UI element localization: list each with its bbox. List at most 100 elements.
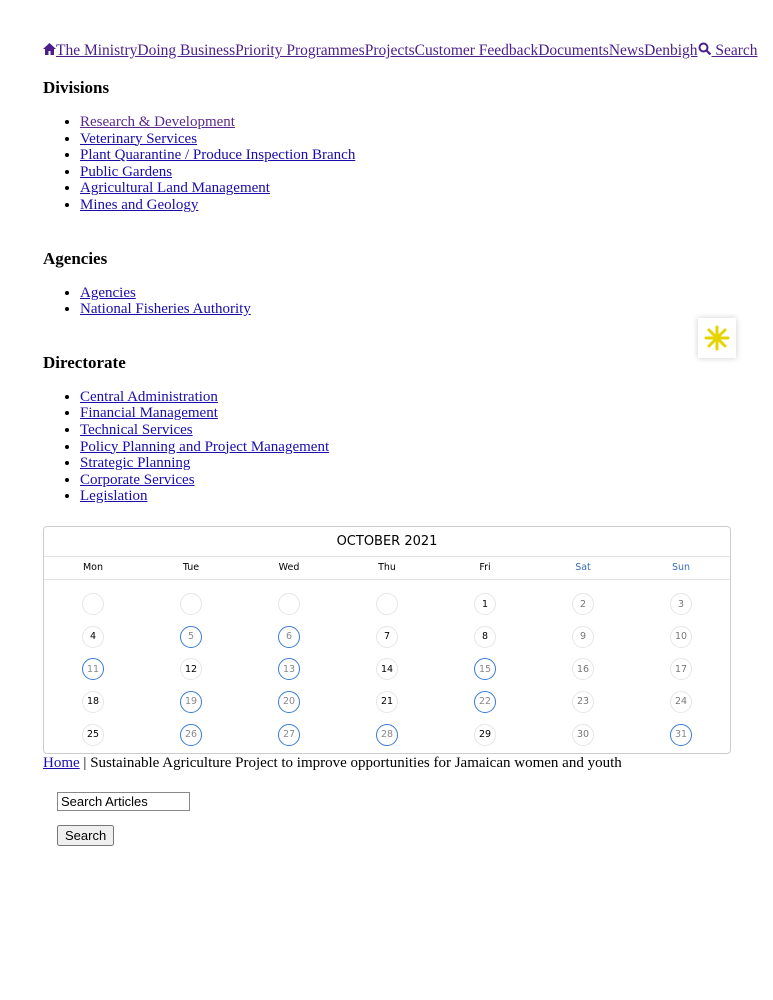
section-link[interactable]: Central Administration bbox=[80, 388, 218, 405]
day[interactable]: 30 bbox=[572, 723, 594, 746]
day[interactable]: 2 bbox=[572, 593, 594, 616]
weekday-row: Mon Tue Wed Thu Fri Sat Sun bbox=[44, 557, 730, 580]
day-cell: 5 bbox=[142, 621, 240, 654]
day-cell: 15 bbox=[436, 653, 534, 686]
section-link[interactable]: Public Gardens bbox=[80, 163, 173, 180]
day-cell: 27 bbox=[240, 718, 338, 751]
day[interactable]: 28 bbox=[376, 723, 398, 746]
day[interactable]: 22 bbox=[474, 690, 496, 713]
day[interactable]: 13 bbox=[278, 658, 300, 681]
section-link[interactable]: Financial Management bbox=[80, 405, 218, 422]
day-cell: 3 bbox=[632, 588, 730, 621]
section-link[interactable]: Technical Services bbox=[80, 421, 193, 438]
nav-link[interactable]: News bbox=[608, 42, 645, 59]
list-item: Policy Planning and Project Management bbox=[80, 439, 731, 456]
day[interactable]: 4 bbox=[82, 625, 104, 648]
section-link[interactable]: Agencies bbox=[80, 284, 136, 301]
day-cell: 21 bbox=[338, 686, 436, 719]
section-list: Central AdministrationFinancial Manageme… bbox=[43, 389, 731, 505]
nav-link[interactable]: Doing Business bbox=[137, 42, 236, 59]
section-link[interactable]: Plant Quarantine / Produce Inspection Br… bbox=[80, 147, 356, 164]
section-link[interactable]: Research & Development bbox=[80, 114, 235, 130]
day-cell: 29 bbox=[436, 718, 534, 751]
day-cell: 24 bbox=[632, 686, 730, 719]
day-cell: 30 bbox=[534, 718, 632, 751]
day[interactable]: 6 bbox=[278, 625, 300, 648]
section-list: AgenciesNational Fisheries Authority bbox=[43, 285, 731, 318]
section-link[interactable]: Mines and Geology bbox=[80, 196, 199, 213]
sections: Divisions Research & DevelopmentVeterinar… bbox=[43, 78, 731, 505]
weekday: Sun bbox=[671, 561, 691, 573]
day[interactable]: 16 bbox=[572, 658, 594, 681]
section-link[interactable]: Agricultural Land Management bbox=[80, 180, 270, 197]
day[interactable]: 10 bbox=[670, 625, 692, 648]
breadcrumb-home[interactable]: Home bbox=[43, 754, 80, 771]
search-form: Search bbox=[57, 791, 731, 846]
day[interactable]: 5 bbox=[180, 625, 202, 648]
nav-link[interactable]: Projects bbox=[364, 42, 415, 59]
section-link[interactable]: Policy Planning and Project Management bbox=[80, 438, 330, 455]
nav-link[interactable]: Documents bbox=[538, 42, 609, 59]
list-item: National Fisheries Authority bbox=[80, 301, 731, 318]
list-item: Agencies bbox=[80, 285, 731, 302]
section-link[interactable]: Strategic Planning bbox=[80, 455, 191, 472]
nav-link[interactable]: Priority Programmes bbox=[235, 42, 365, 59]
search-input[interactable] bbox=[57, 791, 190, 811]
day-cell: 11 bbox=[44, 653, 142, 686]
nav-link[interactable]: Customer Feedback bbox=[414, 42, 539, 59]
content: Divisions Research & DevelopmentVeterinar… bbox=[43, 78, 731, 846]
day[interactable]: 24 bbox=[670, 690, 692, 713]
day-cell: 10 bbox=[632, 621, 730, 654]
day-cell bbox=[142, 588, 240, 621]
day[interactable]: 20 bbox=[278, 690, 300, 713]
calendar-title: OCTOBER 2021 bbox=[44, 527, 730, 557]
weekday: Fri bbox=[479, 561, 491, 573]
day[interactable]: 3 bbox=[670, 593, 692, 616]
day[interactable]: 18 bbox=[82, 690, 104, 713]
day-cell: 8 bbox=[436, 621, 534, 654]
day[interactable]: 1 bbox=[474, 593, 496, 616]
day[interactable]: 29 bbox=[474, 723, 496, 746]
list-item: Research & Development bbox=[80, 114, 731, 131]
section-list: Research & DevelopmentVeterinary Service… bbox=[43, 114, 731, 214]
nav-link[interactable]: The Ministry bbox=[56, 42, 138, 59]
day[interactable]: 26 bbox=[180, 723, 202, 746]
day-cell: 4 bbox=[44, 621, 142, 654]
day-cell: 12 bbox=[142, 653, 240, 686]
day[interactable]: 7 bbox=[376, 625, 398, 648]
day[interactable]: 8 bbox=[474, 625, 496, 648]
day[interactable]: 21 bbox=[376, 690, 398, 713]
day[interactable]: 25 bbox=[82, 723, 104, 746]
day[interactable]: 17 bbox=[670, 658, 692, 681]
home-icon bbox=[43, 42, 56, 59]
list-item: Central Administration bbox=[80, 389, 731, 406]
day[interactable]: 14 bbox=[376, 658, 398, 681]
list-item: Mines and Geology bbox=[80, 197, 731, 214]
day-cell: 20 bbox=[240, 686, 338, 719]
day[interactable]: 15 bbox=[474, 658, 496, 681]
day[interactable]: 9 bbox=[572, 625, 594, 648]
day[interactable]: 31 bbox=[670, 723, 692, 746]
day[interactable]: 11 bbox=[82, 658, 104, 681]
list-item: Plant Quarantine / Produce Inspection Br… bbox=[80, 147, 731, 164]
day[interactable]: 23 bbox=[572, 690, 594, 713]
day[interactable]: 12 bbox=[180, 658, 202, 681]
day[interactable]: 27 bbox=[278, 723, 300, 746]
day-cell: 1 bbox=[436, 588, 534, 621]
day-cell: 17 bbox=[632, 653, 730, 686]
section-link[interactable]: Legislation bbox=[80, 488, 148, 505]
day-cell: 18 bbox=[44, 686, 142, 719]
list-item: Financial Management bbox=[80, 405, 731, 422]
section-link[interactable]: Veterinary Services bbox=[80, 130, 198, 147]
home-icon-svg bbox=[43, 43, 56, 55]
section-link[interactable]: Corporate Services bbox=[80, 471, 195, 488]
nav-search[interactable]: Search bbox=[698, 42, 758, 59]
accessibility-widget[interactable] bbox=[698, 318, 736, 358]
day[interactable]: 19 bbox=[180, 690, 202, 713]
day-cell: 9 bbox=[534, 621, 632, 654]
section-link[interactable]: National Fisheries Authority bbox=[80, 301, 251, 318]
day-cell: 23 bbox=[534, 686, 632, 719]
nav-link[interactable]: Denbigh bbox=[644, 42, 698, 59]
search-button[interactable]: Search bbox=[57, 824, 115, 846]
